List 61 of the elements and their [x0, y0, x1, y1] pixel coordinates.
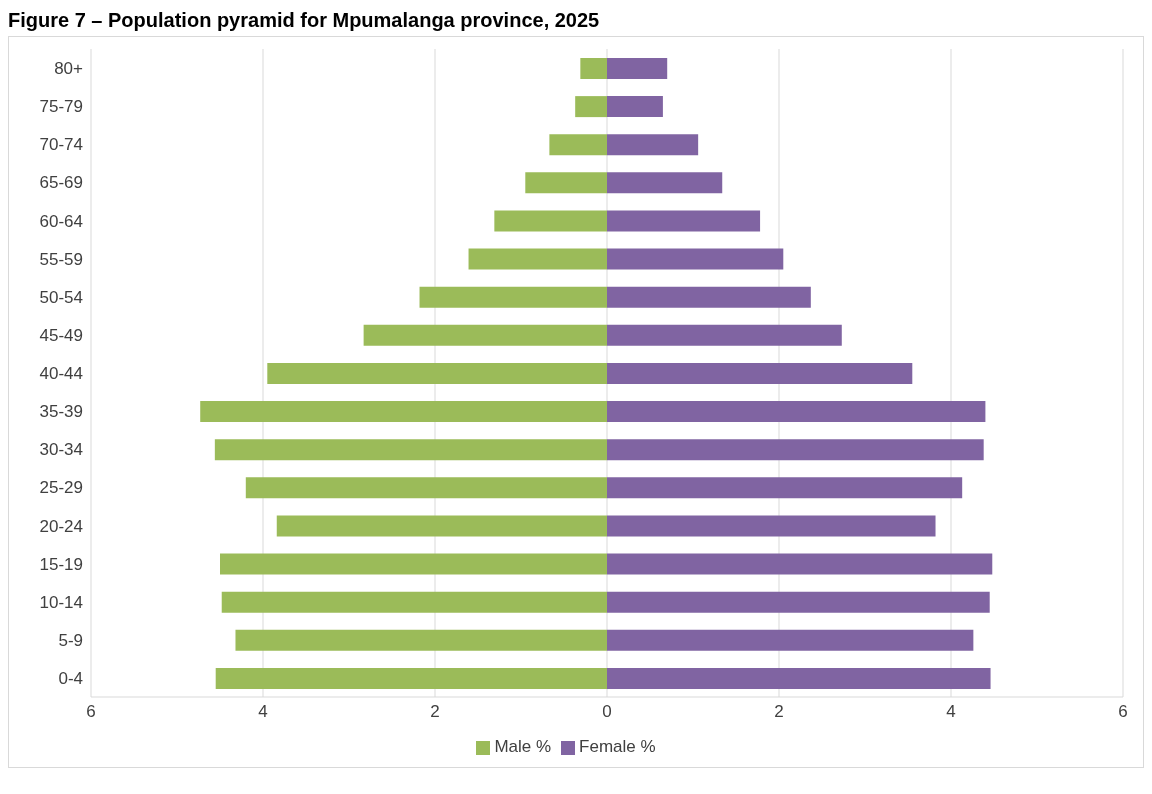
bar	[607, 134, 699, 156]
bar	[200, 401, 607, 423]
bar	[607, 362, 913, 384]
y-tick-label: 30-34	[39, 440, 83, 460]
bar	[580, 58, 607, 79]
y-tick-label: 60-64	[39, 211, 83, 231]
bar	[607, 477, 963, 499]
y-tick-label: 50-54	[39, 287, 83, 307]
y-tick-label: 10-14	[39, 592, 83, 612]
bar	[607, 629, 974, 651]
y-tick-label: 65-69	[39, 173, 83, 193]
bar	[607, 324, 842, 346]
y-tick-label: 0-4	[58, 668, 83, 688]
y-tick-label: 70-74	[39, 135, 83, 155]
x-tick-label: 4	[946, 702, 956, 722]
y-tick-label: 80+	[54, 59, 84, 79]
x-tick-label: 2	[774, 702, 784, 722]
y-tick-label: 45-49	[39, 325, 83, 345]
y-tick-label: 15-19	[39, 554, 83, 574]
bar	[276, 515, 607, 537]
bar	[494, 210, 607, 232]
y-tick-label: 25-29	[39, 478, 83, 498]
bar	[607, 248, 784, 270]
bar	[575, 96, 607, 118]
bar	[235, 629, 607, 651]
legend-label: Female %	[579, 737, 656, 756]
bar	[607, 553, 993, 575]
bar	[607, 58, 668, 79]
bar	[607, 210, 761, 232]
bar	[607, 401, 986, 423]
bar	[214, 439, 607, 461]
bar	[215, 667, 607, 689]
x-tick-label: 0	[602, 702, 612, 722]
x-tick-label: 2	[430, 702, 440, 722]
bar	[221, 591, 607, 613]
y-tick-label: 55-59	[39, 249, 83, 269]
bar	[607, 286, 811, 308]
y-tick-label: 75-79	[39, 97, 83, 117]
legend-label: Male %	[494, 737, 552, 756]
bar	[607, 515, 936, 537]
bar	[363, 324, 607, 346]
bar	[607, 667, 991, 689]
chart-title: Figure 7 – Population pyramid for Mpumalanga province, 2025	[8, 8, 601, 33]
y-tick-label: 20-24	[39, 516, 83, 536]
bar	[525, 172, 607, 194]
y-tick-label: 40-44	[39, 364, 83, 384]
bar	[220, 553, 607, 575]
bar	[267, 362, 607, 384]
x-tick-label: 6	[86, 702, 96, 722]
bar	[607, 439, 984, 461]
bar	[419, 286, 607, 308]
bar	[468, 248, 607, 270]
bar	[245, 477, 607, 499]
x-tick-label: 4	[258, 702, 268, 722]
x-tick-label: 6	[1118, 702, 1128, 722]
bar	[607, 172, 723, 194]
bar	[607, 96, 663, 118]
y-tick-label: 35-39	[39, 402, 83, 422]
bar	[607, 591, 990, 613]
y-tick-label: 5-9	[58, 630, 83, 650]
bar	[549, 134, 607, 156]
